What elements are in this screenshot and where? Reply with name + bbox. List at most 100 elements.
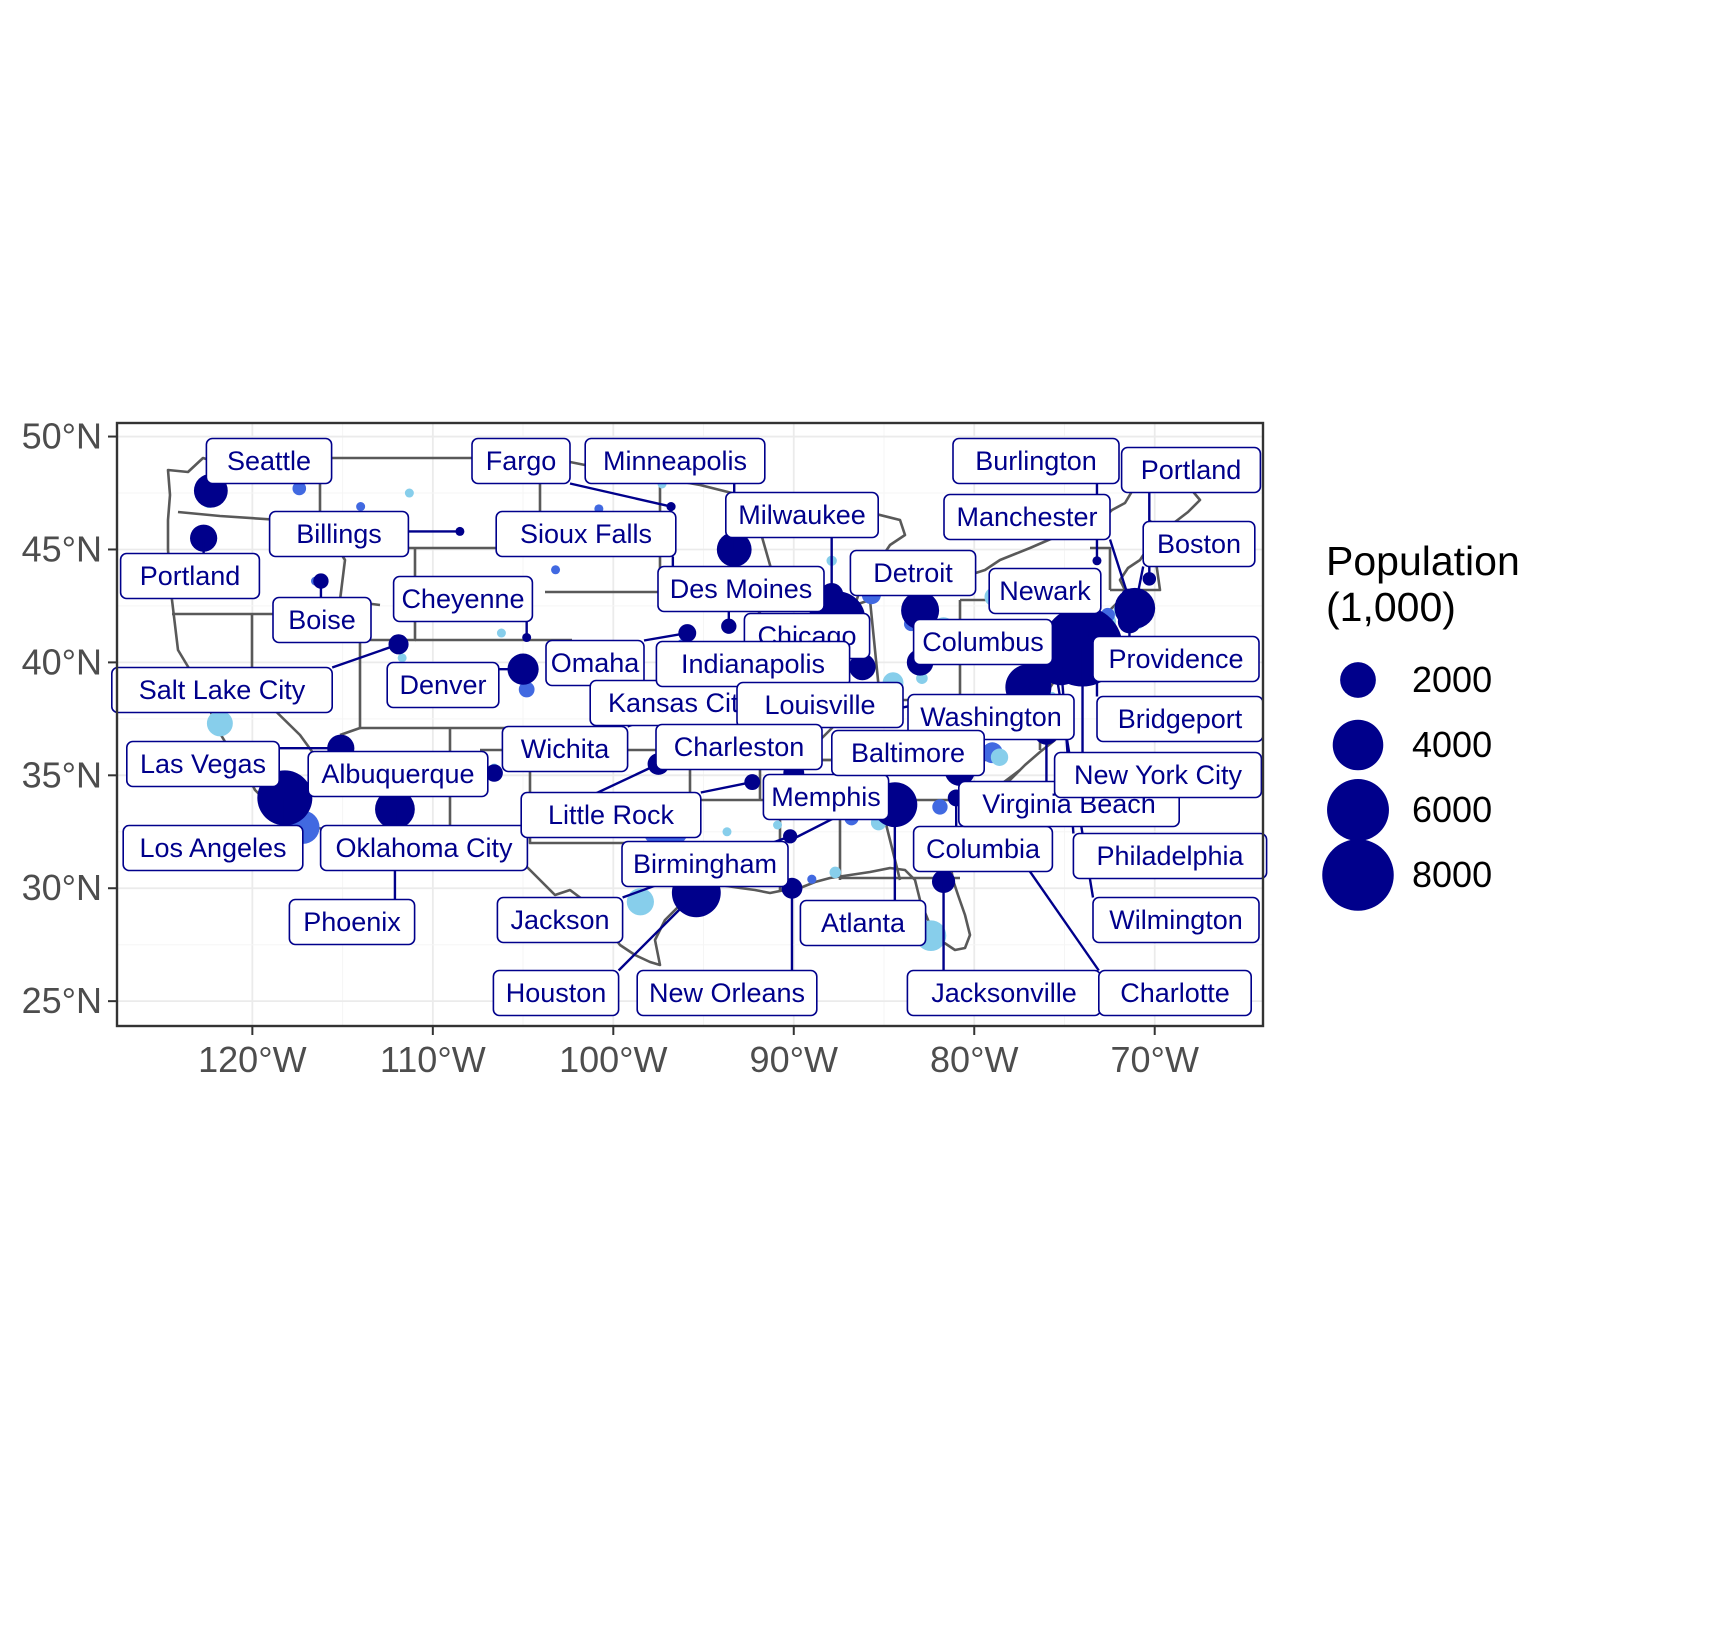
city-label-box (392, 575, 534, 623)
city-label-text: Memphis (771, 782, 881, 812)
city-label-box (952, 437, 1120, 485)
axes: 120°W 110°W 100°W 90°W 80°W 70°W 25°N 30°N 35°N 4… (22, 416, 1199, 1080)
city-label: Newark (988, 567, 1102, 615)
city-label-text: Fargo (486, 446, 557, 476)
city-label-box (1142, 520, 1256, 568)
city-label-text: Columbia (926, 834, 1041, 864)
city-label-text: Indianapolis (681, 649, 825, 679)
city-label: Boston (1142, 520, 1256, 568)
city-label: Burlington (952, 437, 1120, 485)
city-label-box (268, 510, 410, 558)
city-label-box (988, 567, 1102, 615)
legend-title: Population (1326, 538, 1520, 584)
city-point (356, 502, 366, 512)
city-label: Birmingham (621, 840, 789, 888)
city-label-text: Burlington (975, 446, 1097, 476)
city-label-text: Boston (1157, 529, 1241, 559)
city-label-box (205, 437, 333, 485)
city-label: Omaha (545, 639, 645, 687)
city-label: Little Rock (520, 791, 702, 839)
city-label-text: Manchester (956, 502, 1097, 532)
city-label-text: Birmingham (633, 849, 777, 879)
city-label-box (849, 549, 977, 597)
city-point (722, 827, 732, 837)
city-point (807, 874, 817, 884)
city-label-text: Columbus (922, 627, 1044, 657)
plot-panel: Seattle Portland Billings Boise Salt Lake Ci… (111, 421, 1268, 1028)
city-point (518, 681, 535, 698)
city-label-box (724, 491, 879, 539)
city-label: Las Vegas (126, 740, 280, 788)
city-label-text: Detroit (873, 558, 953, 588)
y-axis-tick-label: 25°N (22, 980, 102, 1021)
city-label-box (386, 661, 500, 709)
city-label-box (1092, 635, 1260, 683)
x-axis-tick-label: 70°W (1111, 1039, 1199, 1080)
city-label: Charleston (655, 723, 823, 771)
city-label: Baltimore (830, 729, 985, 777)
city-label: Philadelphia (1072, 832, 1268, 880)
city-point (496, 628, 506, 638)
legend-key-label: 8000 (1412, 854, 1492, 895)
city-label-box (520, 791, 702, 839)
city-label-text: Des Moines (670, 574, 813, 604)
city-label: Wichita (501, 725, 629, 773)
city-label-text: Kansas City (608, 688, 753, 718)
leader-line (643, 631, 688, 642)
city-label: Houston (492, 969, 620, 1017)
city-point (990, 748, 1009, 766)
city-label: Minneapolis (584, 437, 766, 485)
city-label: Atlanta (799, 899, 927, 947)
y-axis-tick-label: 40°N (22, 641, 102, 682)
city-label-box (495, 510, 677, 558)
city-label: Boise (272, 596, 372, 644)
labeled-city-point (1114, 587, 1156, 629)
city-point (773, 820, 783, 830)
city-label-text: Wichita (521, 734, 610, 764)
leader-line (617, 891, 698, 972)
city-label-box (636, 969, 818, 1017)
x-axis-tick-label: 80°W (930, 1039, 1018, 1080)
city-label-box (907, 693, 1075, 741)
city-label-box (307, 750, 489, 798)
city-label-box (319, 824, 529, 872)
city-label: Memphis (762, 773, 890, 821)
leader-line (1133, 566, 1145, 609)
city-label-text: Cheyenne (401, 584, 524, 614)
city-label-text: Portland (140, 561, 241, 591)
city-label: Indianapolis (655, 640, 851, 688)
city-point (404, 488, 414, 498)
city-label-text: Boise (288, 605, 356, 635)
city-label-text: Providence (1108, 644, 1243, 674)
city-point (292, 481, 307, 496)
y-axis-tick-label: 50°N (22, 416, 102, 457)
y-axis-tick-label: 35°N (22, 754, 102, 795)
leader-line (569, 482, 672, 508)
legend-key-label: 6000 (1412, 789, 1492, 830)
city-label: Billings (268, 510, 410, 558)
city-label-box (1098, 969, 1253, 1017)
city-point (551, 565, 561, 575)
city-label-text: Portland (1141, 455, 1242, 485)
city-label-box (501, 725, 629, 773)
city-label-box (799, 899, 927, 947)
city-label-box (1072, 832, 1268, 880)
city-label-text: Albuquerque (321, 759, 474, 789)
city-label-text: Minneapolis (603, 446, 747, 476)
city-label-text: New York City (1074, 760, 1243, 790)
city-label-text: Charlotte (1120, 978, 1230, 1008)
city-label-text: Omaha (551, 648, 641, 678)
labeled-city-point (1065, 633, 1092, 660)
x-axis-tick-label: 110°W (380, 1039, 486, 1080)
city-label: Louisville (736, 681, 904, 729)
city-label: Des Moines (657, 565, 825, 613)
legend-key-circle (1332, 719, 1384, 771)
city-label-text: Houston (506, 978, 607, 1008)
size-legend: Population(1,000) 2000 4000 6000 8000 (1322, 538, 1520, 911)
city-label-text: Oklahoma City (335, 833, 513, 863)
city-label-text: Washington (920, 702, 1062, 732)
panel-border (115, 421, 1265, 1028)
city-label: Columbus (912, 618, 1054, 666)
x-axis-tick-label: 120°W (198, 1039, 306, 1080)
city-label-box (1053, 751, 1263, 799)
